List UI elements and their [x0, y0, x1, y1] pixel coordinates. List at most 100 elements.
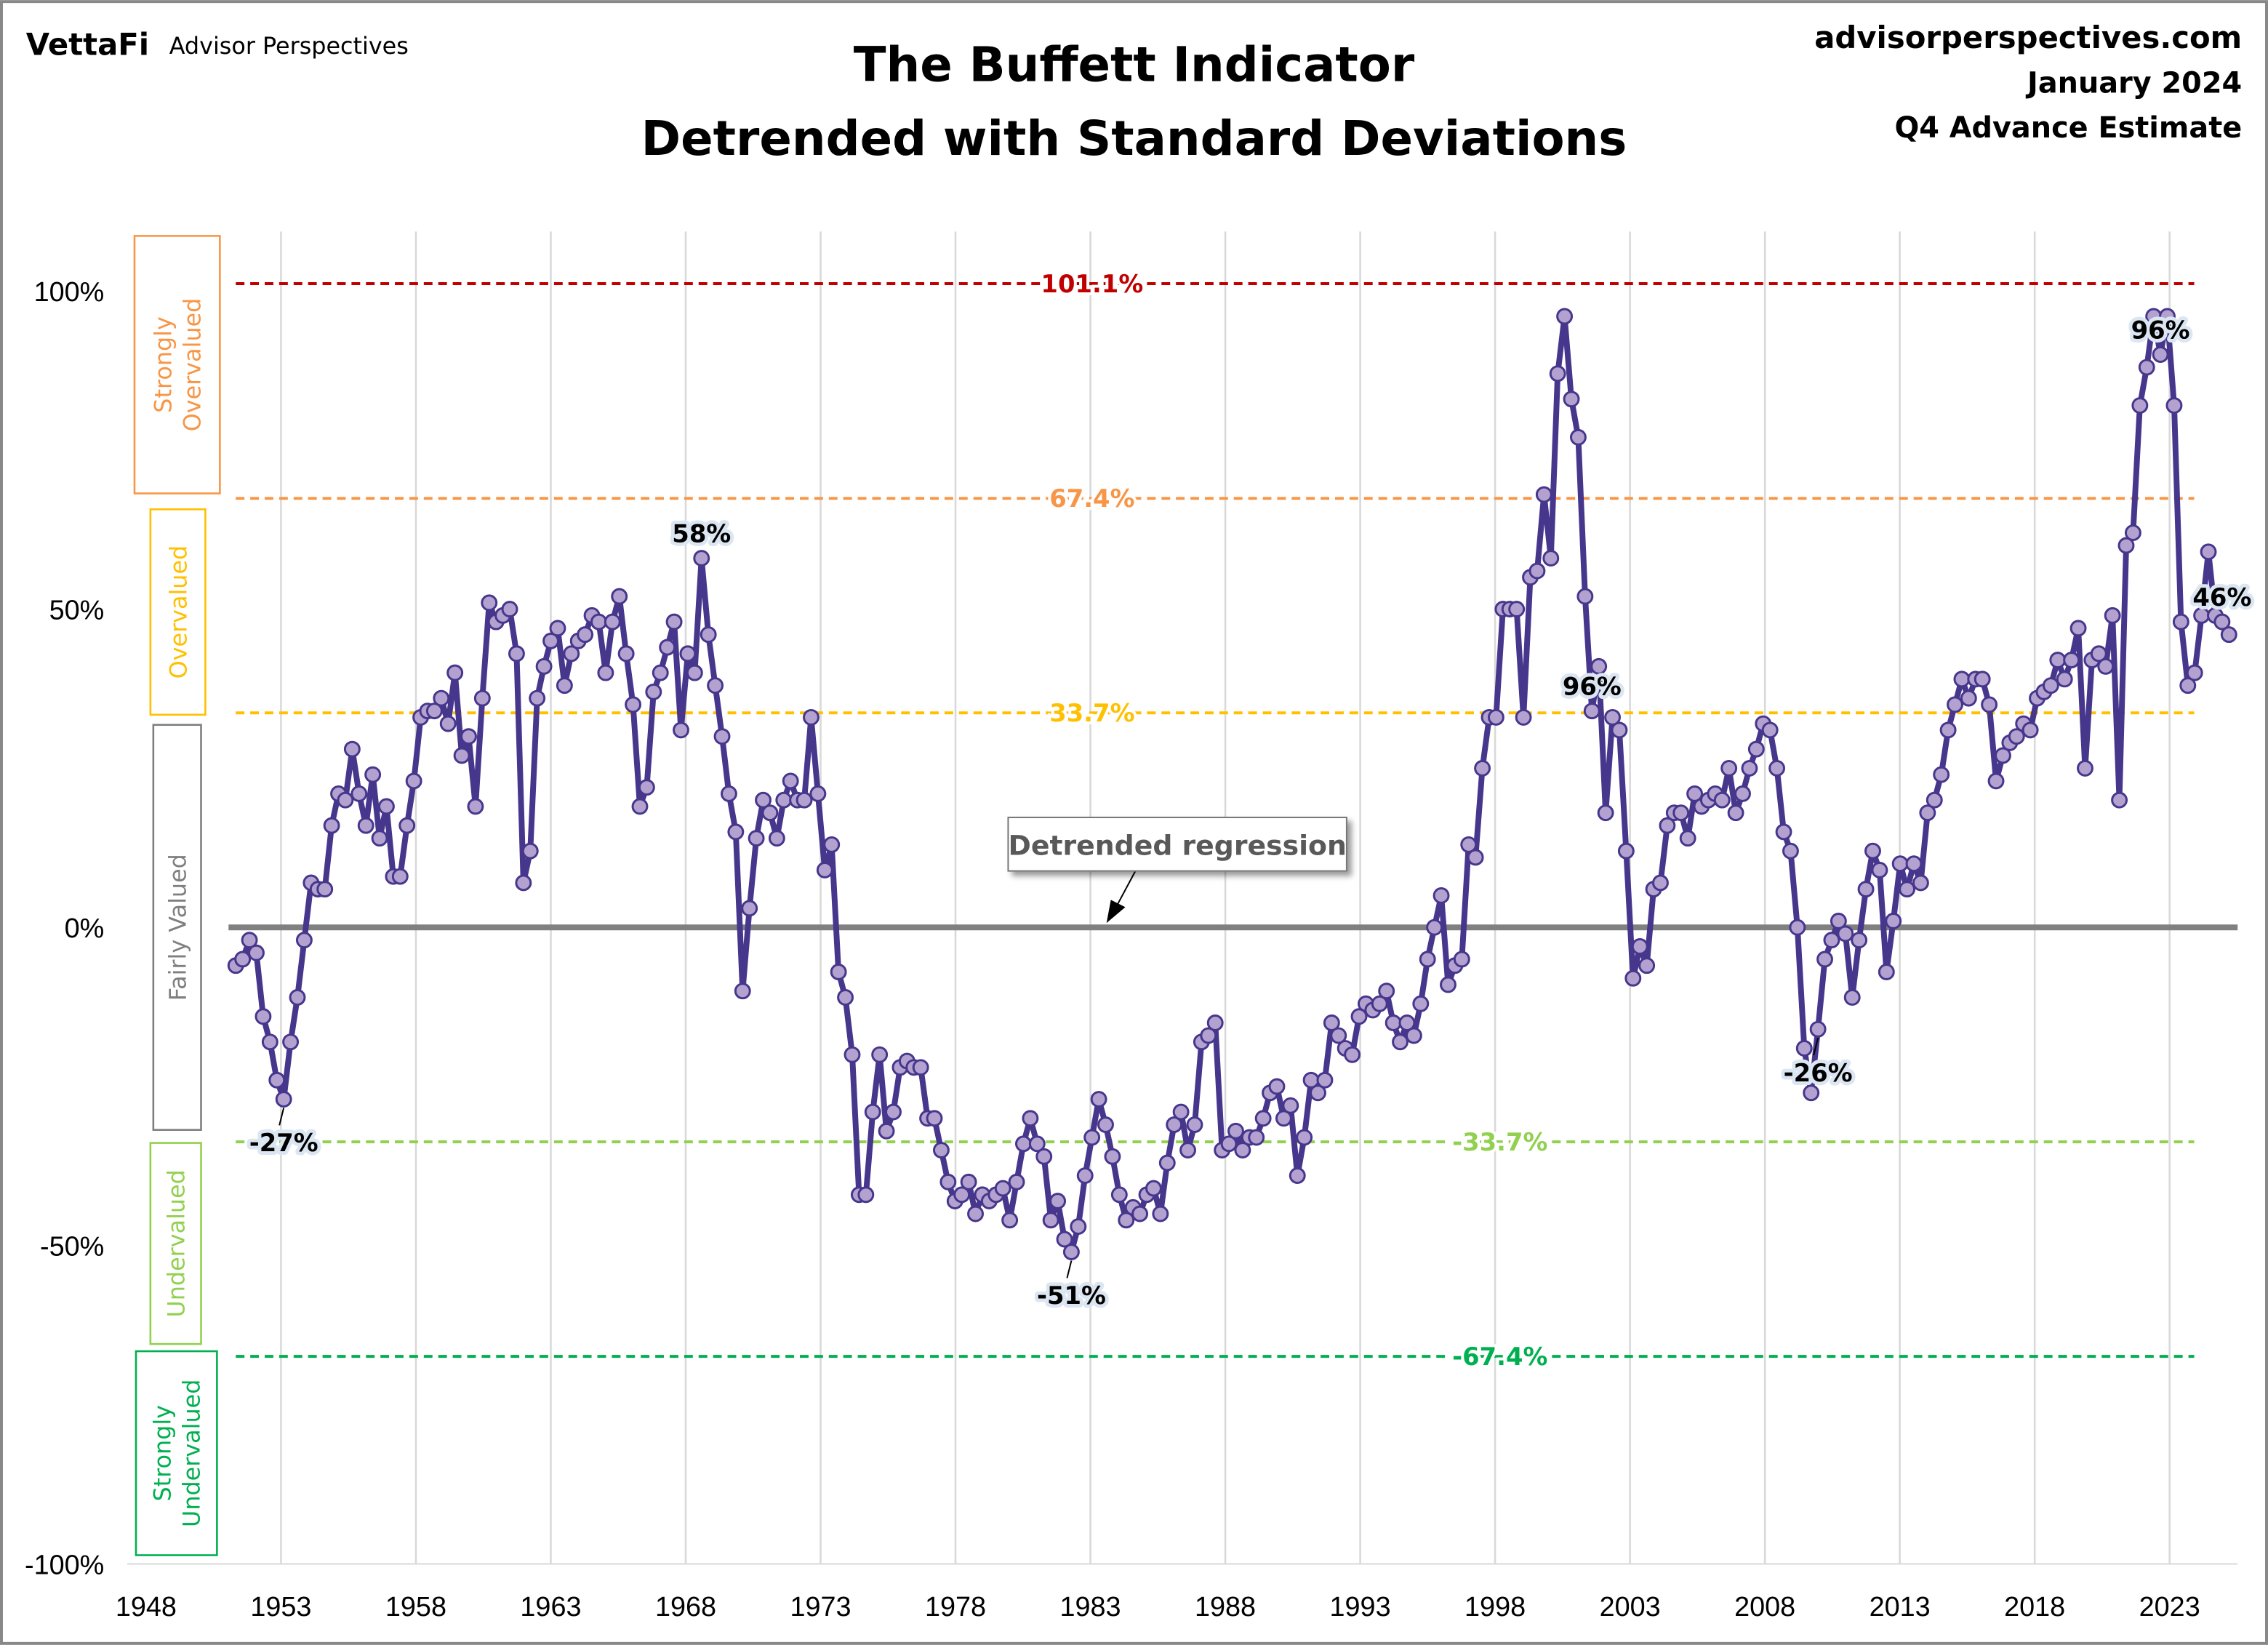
axis-ticks: 1948 1953 1958 1963 1968 1973 1978 1983 1988 1993… — [25, 277, 2200, 1622]
annotation-label: 96% — [1563, 673, 1622, 701]
data-point — [2131, 397, 2149, 414]
data-point — [932, 1142, 950, 1158]
reference-label: -33.7% — [1452, 1128, 1547, 1156]
data-point — [1933, 766, 1950, 783]
data-point — [378, 798, 395, 815]
data-point — [1110, 1186, 1128, 1204]
data-point — [768, 830, 785, 847]
data-point — [816, 862, 833, 878]
regression-callout: Detrended regression — [1007, 817, 1347, 924]
data-point — [1234, 1142, 1251, 1158]
data-point — [741, 900, 758, 917]
x-tick-label: 1983 — [1060, 1592, 1121, 1622]
data-point — [1734, 785, 1751, 802]
data-point — [611, 588, 628, 605]
data-point — [405, 772, 422, 790]
band-label: Strongly — [150, 316, 177, 413]
data-point — [508, 645, 525, 663]
data-point — [809, 785, 827, 802]
data-point — [1528, 562, 1546, 580]
data-point — [1090, 1091, 1107, 1108]
band-label: Overvalued — [178, 298, 206, 432]
data-point — [1885, 913, 1902, 929]
data-point — [1186, 1116, 1203, 1133]
site-url: advisorperspectives.com — [1814, 20, 2242, 55]
x-tick-label: 1998 — [1464, 1592, 1526, 1622]
data-point — [364, 766, 382, 783]
annotation-leader — [1813, 1037, 1819, 1056]
data-point — [316, 881, 334, 898]
data-point — [398, 817, 416, 834]
data-point — [1166, 1116, 1183, 1133]
data-point — [2138, 359, 2155, 376]
data-point — [1062, 1244, 1080, 1261]
data-point — [1919, 804, 1936, 822]
data-point — [1022, 1110, 1039, 1127]
data-point — [1987, 772, 2005, 790]
y-tick-label: -50% — [40, 1232, 104, 1262]
data-point — [844, 1046, 861, 1063]
data-point — [1747, 740, 1765, 758]
band-box — [152, 724, 202, 1131]
x-tick-label: 1988 — [1195, 1592, 1256, 1622]
data-point — [1597, 804, 1614, 822]
data-point — [549, 620, 566, 637]
callout-box — [1007, 817, 1347, 872]
data-point — [1474, 759, 1491, 777]
data-point — [864, 1103, 881, 1121]
data-point — [529, 689, 546, 707]
data-point — [604, 613, 621, 631]
data-point — [2090, 645, 2107, 663]
data-point — [2063, 652, 2080, 669]
data-point — [1515, 708, 1532, 726]
data-point — [2111, 791, 2128, 809]
data-point — [241, 932, 258, 949]
data-point — [2186, 664, 2203, 681]
data-point — [1563, 391, 1580, 408]
data-point — [2152, 346, 2169, 363]
data-point — [878, 1122, 895, 1140]
data-point — [1624, 969, 1642, 987]
data-point — [1001, 1212, 1019, 1229]
data-point — [2042, 677, 2059, 695]
data-point — [823, 836, 841, 853]
data-point — [1097, 1116, 1114, 1133]
data-point — [1549, 365, 1566, 383]
data-point — [1604, 708, 1621, 726]
data-point — [1871, 862, 1888, 878]
data-point — [1371, 995, 1388, 1012]
data-point — [1570, 428, 1587, 446]
data-point — [1583, 703, 1600, 720]
data-point — [1460, 836, 1478, 853]
data-point — [391, 868, 409, 885]
data-point — [967, 1205, 984, 1222]
band-label: Strongly — [149, 1405, 177, 1502]
data-point — [1617, 842, 1635, 860]
data-point — [1713, 791, 1731, 809]
data-point — [590, 613, 607, 631]
data-point — [1200, 1027, 1217, 1044]
data-point — [1686, 785, 1704, 802]
x-tick-label: 1978 — [925, 1592, 986, 1622]
data-point — [1741, 759, 1758, 777]
chart-subtitle: Detrended with Standard Deviations — [641, 111, 1627, 167]
data-point — [748, 830, 765, 847]
data-point — [693, 550, 710, 567]
data-point — [1268, 1078, 1286, 1095]
data-point — [1878, 964, 1895, 980]
data-point — [1131, 1205, 1149, 1222]
data-point — [1172, 1103, 1190, 1121]
y-tick-label: 50% — [49, 596, 105, 626]
data-point — [473, 689, 491, 707]
data-point — [1282, 1097, 1299, 1114]
data-point — [830, 964, 847, 980]
data-point — [2049, 652, 2067, 669]
data-point — [433, 689, 450, 707]
data-point — [1720, 759, 1738, 777]
data-point — [371, 830, 388, 847]
y-tick-label: -100% — [25, 1550, 104, 1580]
data-point — [1974, 671, 1991, 688]
data-point — [1330, 1027, 1347, 1044]
annotation-label: 96% — [2131, 316, 2190, 345]
data-point — [453, 747, 470, 764]
